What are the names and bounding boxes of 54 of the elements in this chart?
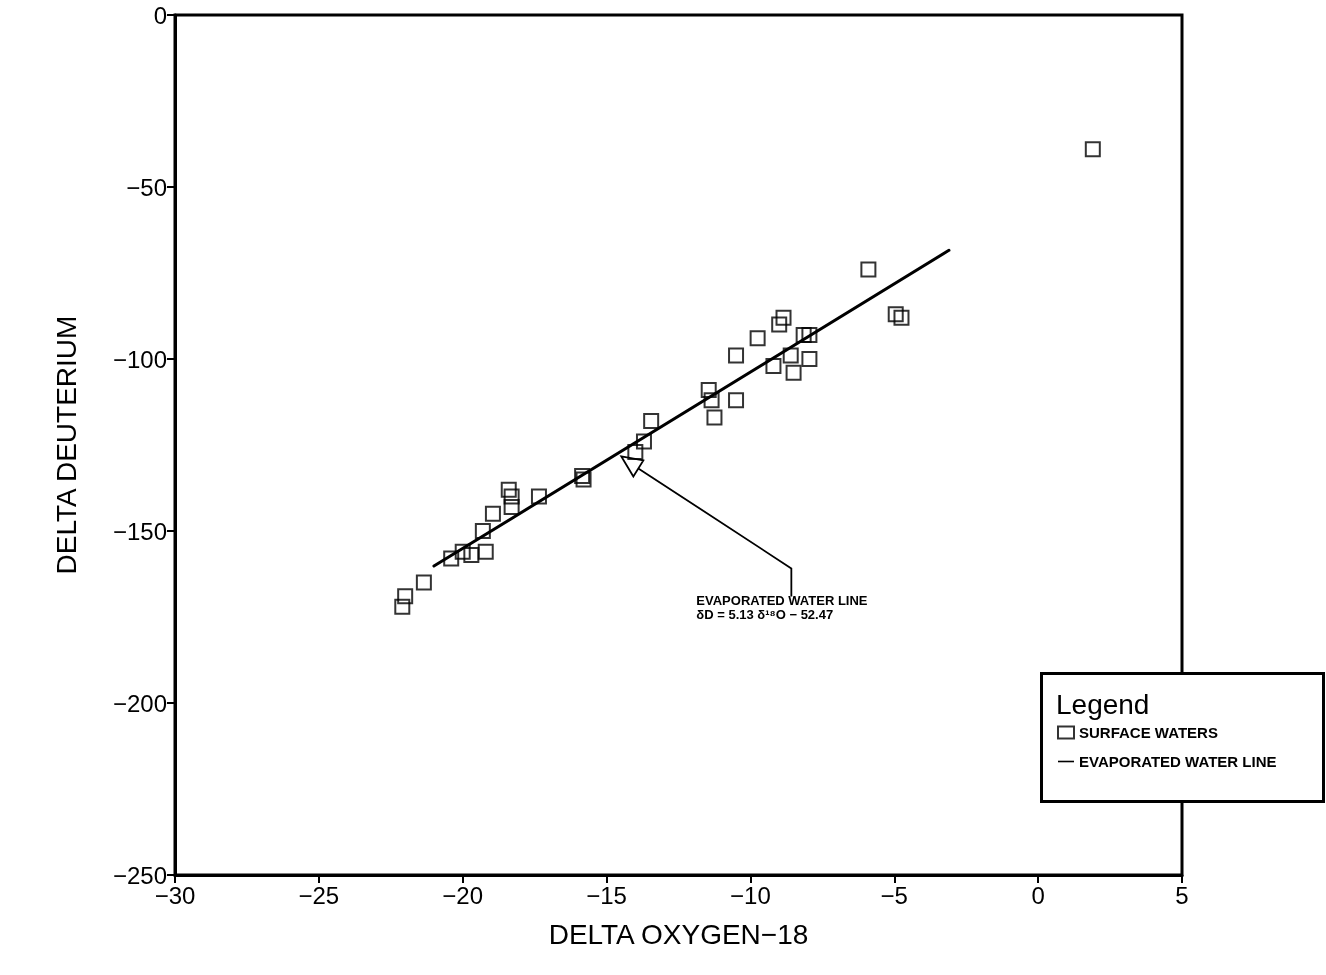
y-tick-label: 0: [153, 1, 167, 29]
point: [574, 467, 591, 484]
point: [477, 543, 494, 560]
point: [397, 588, 414, 605]
point: [463, 547, 480, 564]
point: [887, 306, 904, 323]
point: [484, 505, 501, 522]
point: [749, 330, 766, 347]
point: [394, 598, 411, 615]
legend-label: SURFACE WATERS: [1079, 724, 1218, 741]
point: [775, 309, 792, 326]
y-axis-title: DELTA DEUTERIUM: [50, 315, 82, 575]
x-tick-label: −20: [442, 881, 484, 909]
point: [893, 309, 910, 326]
x-tick-label: −15: [586, 881, 627, 909]
legend-title: Legend: [1056, 688, 1150, 720]
point: [500, 481, 517, 498]
x-tick-label: 0: [1031, 881, 1045, 909]
point: [801, 351, 818, 367]
point: [728, 347, 745, 364]
y-tick-label: −100: [112, 345, 167, 373]
point: [703, 392, 720, 409]
y-tick-label: −50: [126, 173, 167, 201]
x-axis-title: DELTA OXYGEN−18: [548, 918, 809, 950]
y-tick-label: −200: [112, 689, 167, 717]
point: [782, 347, 799, 364]
point: [706, 409, 723, 426]
point: [700, 381, 717, 398]
point: [728, 392, 745, 409]
y-tick-label: −150: [112, 517, 167, 545]
point: [575, 471, 592, 488]
point: [860, 261, 877, 278]
point: [530, 488, 547, 505]
point: [765, 357, 782, 374]
point: [443, 550, 460, 567]
point: [785, 364, 802, 381]
x-tick-label: −5: [880, 881, 908, 909]
point: [771, 316, 788, 333]
point: [635, 433, 652, 450]
point: [474, 523, 491, 539]
annotation: EVAPORATED WATER LINE δD = 5.13 δ¹⁸O − 52.47: [696, 592, 868, 622]
point: [454, 543, 471, 560]
point: [415, 574, 432, 591]
point: [503, 498, 520, 515]
legend-label: EVAPORATED WATER LINE: [1079, 753, 1277, 770]
point: [795, 326, 812, 343]
x-tick-label: 5: [1175, 881, 1189, 909]
point: [801, 326, 818, 343]
point: [503, 488, 520, 505]
point: [1084, 141, 1101, 158]
point: [627, 443, 644, 460]
point: [643, 412, 660, 429]
x-tick-label: −25: [298, 881, 340, 909]
x-tick-label: −10: [730, 881, 771, 909]
